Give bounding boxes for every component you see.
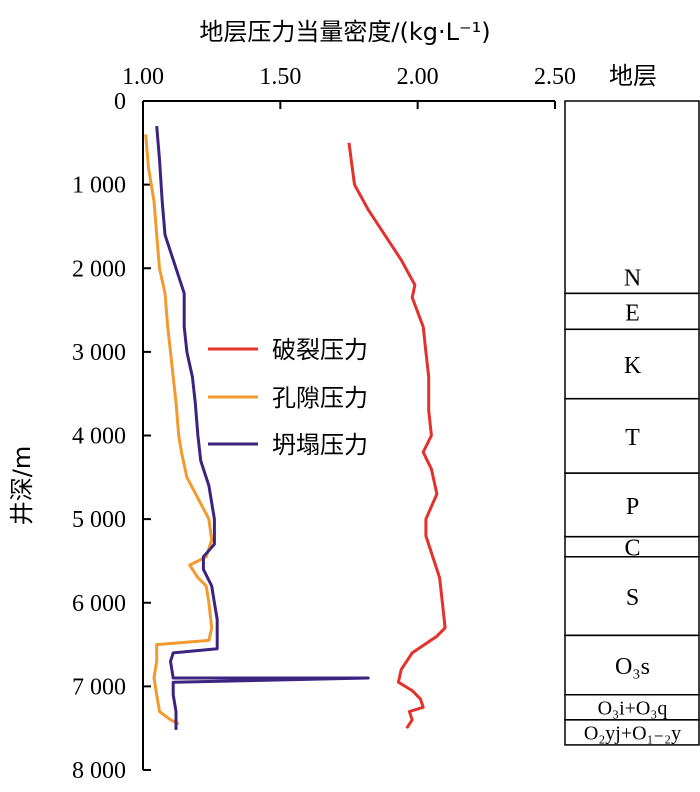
y-tick-label: 1 000 (72, 173, 126, 199)
legend-label: 破裂压力 (272, 336, 368, 364)
legend-label: 孔隙压力 (272, 384, 368, 412)
chart-title: 地层压力当量密度/(kg·L⁻¹) (199, 18, 490, 46)
y-tick-label: 3 000 (72, 340, 126, 366)
strata-header: 地层 (609, 62, 657, 90)
strata-label: T (625, 425, 640, 451)
x-tick-label: 2.50 (534, 64, 576, 90)
strata-layer (564, 719, 700, 746)
strata-label: O₂yj+O₁₋₂y (584, 722, 681, 744)
x-tick-label: 2.00 (397, 64, 439, 90)
x-tick-label: 1.00 (122, 64, 164, 90)
series-lines (144, 125, 447, 730)
y-axis-title: 井深/m (8, 446, 36, 525)
strata-label: K (624, 353, 642, 379)
strata-label: S (626, 585, 639, 611)
legend-label: 坍塌压力 (272, 431, 368, 459)
series-line-1 (347, 142, 447, 730)
x-tick-label: 1.50 (259, 64, 301, 90)
strata-label: P (626, 494, 639, 520)
y-tick-label: 2 000 (72, 256, 126, 282)
strata-label: C (624, 536, 640, 562)
y-tick-label: 6 000 (72, 591, 126, 617)
y-axis-ticks: 0 1 000 2 000 3 000 4 000 5 000 6 000 7 000 8 00… (72, 89, 151, 784)
y-tick-label: 5 000 (72, 507, 126, 533)
y-tick-label: 4 000 (72, 424, 126, 450)
series-line-3 (155, 125, 370, 730)
strata-label: O₃s (615, 654, 650, 680)
strata-column: NE K T PCS O₃s O₃i+O₃q O₂yj+O₁₋₂y (564, 100, 700, 746)
strata-label: N (624, 265, 641, 291)
y-tick-label: 7 000 (72, 674, 126, 700)
y-tick-label: 8 000 (72, 758, 126, 784)
strata-label: E (625, 300, 640, 326)
strata-label: O₃i+O₃q (598, 697, 668, 719)
x-axis-ticks: 1.00 1.50 2.00 2.50 (122, 64, 576, 109)
y-tick-label: 0 (114, 89, 126, 115)
series-line-2 (144, 134, 214, 726)
